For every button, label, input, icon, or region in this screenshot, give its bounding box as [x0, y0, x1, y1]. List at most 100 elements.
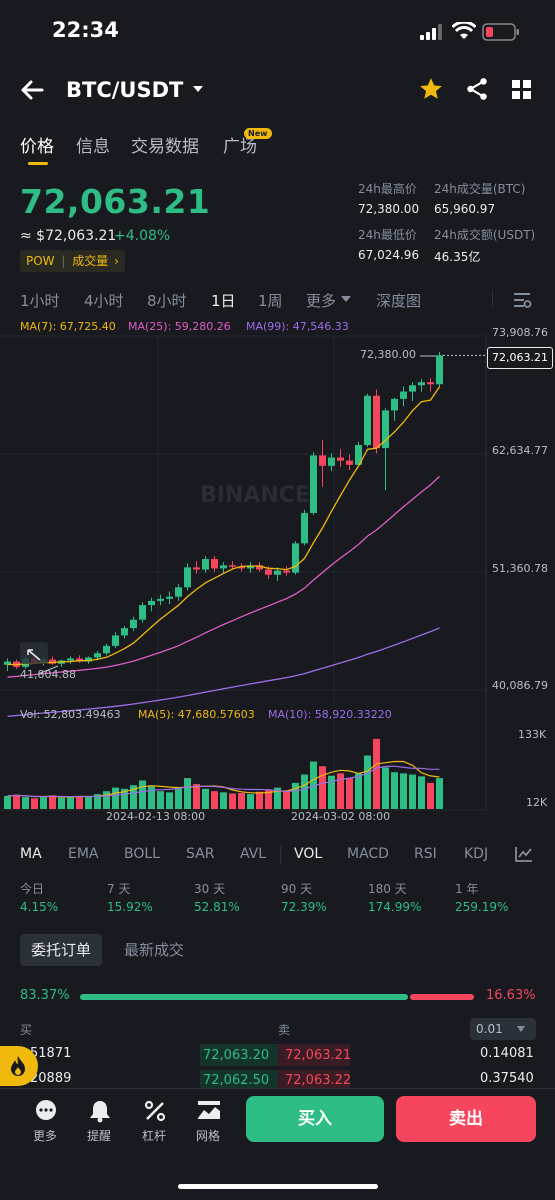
- indicator-kdj[interactable]: KDJ: [464, 846, 489, 862]
- candlestick-chart[interactable]: BINANCE: [0, 335, 555, 835]
- volume-bar: [148, 786, 155, 809]
- back-arrow-icon[interactable]: [18, 76, 48, 104]
- caret-down-icon[interactable]: [192, 84, 204, 94]
- candle-body: [166, 596, 173, 599]
- leverage-label[interactable]: 杠杆: [142, 1129, 167, 1143]
- candle-body: [130, 619, 137, 629]
- ask-price[interactable]: 72,063.21: [285, 1048, 352, 1063]
- interval-1d[interactable]: 1日: [211, 292, 236, 310]
- volume-bar: [193, 784, 200, 809]
- vol-usdt-value: 46.35亿: [434, 250, 481, 264]
- grid-bot-icon[interactable]: [194, 1098, 224, 1124]
- indicator-macd[interactable]: MACD: [347, 846, 389, 862]
- caret-down-icon[interactable]: [340, 294, 352, 304]
- volume-bar: [103, 791, 110, 809]
- volume-bar: [67, 797, 74, 809]
- candle-body: [382, 410, 389, 449]
- x-tick: 2024-02-13 08:00: [106, 810, 206, 823]
- volume-bar: [85, 796, 92, 809]
- perf-value: 174.99%: [368, 900, 422, 914]
- interval-4h[interactable]: 4小时: [84, 292, 124, 310]
- pair-title[interactable]: BTC/USDT: [66, 78, 184, 102]
- vol-ma10-legend: MA(10): 58,920.33220: [268, 708, 392, 721]
- candle-body: [193, 567, 200, 570]
- indicator-sar[interactable]: SAR: [186, 846, 215, 862]
- ask-price[interactable]: 72,063.22: [285, 1073, 352, 1088]
- y-tick: 51,360.78: [492, 562, 548, 575]
- candle-body: [49, 659, 56, 664]
- volume-bar: [4, 795, 11, 809]
- vol-ma5-legend: MA(5): 47,680.57603: [138, 708, 255, 721]
- bid-price[interactable]: 72,063.20: [203, 1048, 270, 1063]
- buy-button[interactable]: 买入: [246, 1096, 384, 1142]
- candle-body: [310, 455, 317, 513]
- high-label: 24h最高价: [358, 182, 417, 196]
- candle-body: [328, 457, 335, 466]
- last-price-marker: 72,063.21: [487, 347, 553, 369]
- chevron-right-icon: ›: [114, 254, 119, 268]
- candle-body: [391, 398, 398, 411]
- status-time: 22:34: [52, 18, 119, 42]
- candle-body: [373, 395, 380, 449]
- perf-period: 今日: [20, 882, 45, 896]
- volume-bar: [211, 791, 218, 809]
- alert-label[interactable]: 提醒: [87, 1129, 112, 1143]
- ma25-legend: MA(25): 59,280.26: [128, 320, 231, 333]
- candle-body: [283, 570, 290, 573]
- tab-trading-data[interactable]: 交易数据: [131, 137, 199, 157]
- volume-bar: [373, 738, 380, 809]
- y-tick: 40,086.79: [492, 679, 548, 692]
- interval-8h[interactable]: 8小时: [147, 292, 187, 310]
- tab-order-book[interactable]: 委托订单: [20, 934, 102, 966]
- candle-body: [76, 658, 83, 662]
- tab-info[interactable]: 信息: [76, 137, 110, 157]
- sell-button[interactable]: 卖出: [396, 1096, 536, 1142]
- indicator-settings-icon[interactable]: [514, 845, 534, 863]
- candle-body: [148, 600, 155, 606]
- interval-more[interactable]: 更多: [306, 292, 337, 310]
- bid-price[interactable]: 72,062.50: [203, 1073, 270, 1088]
- indicator-boll[interactable]: BOLL: [124, 846, 160, 862]
- chart-settings-icon[interactable]: [512, 291, 532, 309]
- vol-tick: 12K: [526, 796, 548, 809]
- interval-1w[interactable]: 1周: [258, 292, 283, 310]
- share-icon[interactable]: [464, 76, 490, 102]
- indicator-avl[interactable]: AVL: [240, 846, 267, 862]
- grid-bot-label[interactable]: 网格: [196, 1129, 221, 1143]
- battery-icon: [482, 23, 519, 41]
- floating-fire-button[interactable]: [0, 1046, 38, 1086]
- interval-1h[interactable]: 1小时: [20, 292, 60, 310]
- buy-header: 买: [20, 1023, 33, 1037]
- precision-select[interactable]: 0.01: [470, 1018, 536, 1040]
- candle-body: [121, 628, 128, 636]
- tab-price[interactable]: 价格: [20, 137, 54, 157]
- candle-body: [220, 565, 227, 569]
- pow-volume-tag[interactable]: POW | 成交量 ›: [20, 250, 125, 272]
- tab-recent-trades[interactable]: 最新成交: [124, 941, 185, 959]
- leverage-icon[interactable]: [140, 1098, 170, 1124]
- vol-btc-value: 65,960.97: [434, 202, 496, 216]
- fullscreen-icon-arrow: [27, 649, 41, 661]
- perf-period: 30 天: [194, 882, 226, 896]
- grid-layout-icon[interactable]: [510, 78, 534, 102]
- candle-body: [139, 605, 146, 620]
- perf-period: 1 年: [455, 882, 479, 896]
- favorite-star-icon[interactable]: [418, 76, 444, 102]
- ask-depth-bar: [278, 1044, 350, 1066]
- bell-icon[interactable]: [85, 1098, 115, 1124]
- more-label[interactable]: 更多: [33, 1129, 58, 1143]
- tab-square[interactable]: 广场: [223, 137, 257, 157]
- y-tick: 73,908.76: [492, 326, 548, 339]
- indicator-ma[interactable]: MA: [20, 846, 42, 862]
- volume-bar: [391, 772, 398, 809]
- volume-bar: [274, 787, 281, 809]
- fullscreen-icon: [20, 642, 48, 664]
- indicator-ema[interactable]: EMA: [68, 846, 99, 862]
- indicator-vol[interactable]: VOL: [294, 846, 323, 862]
- candle-body: [427, 382, 434, 385]
- interval-depth[interactable]: 深度图: [376, 292, 422, 310]
- indicator-rsi[interactable]: RSI: [414, 846, 437, 862]
- more-icon[interactable]: [31, 1098, 61, 1124]
- ma7-legend: MA(7): 67,725.40: [20, 320, 116, 333]
- pow-label: POW: [26, 254, 55, 268]
